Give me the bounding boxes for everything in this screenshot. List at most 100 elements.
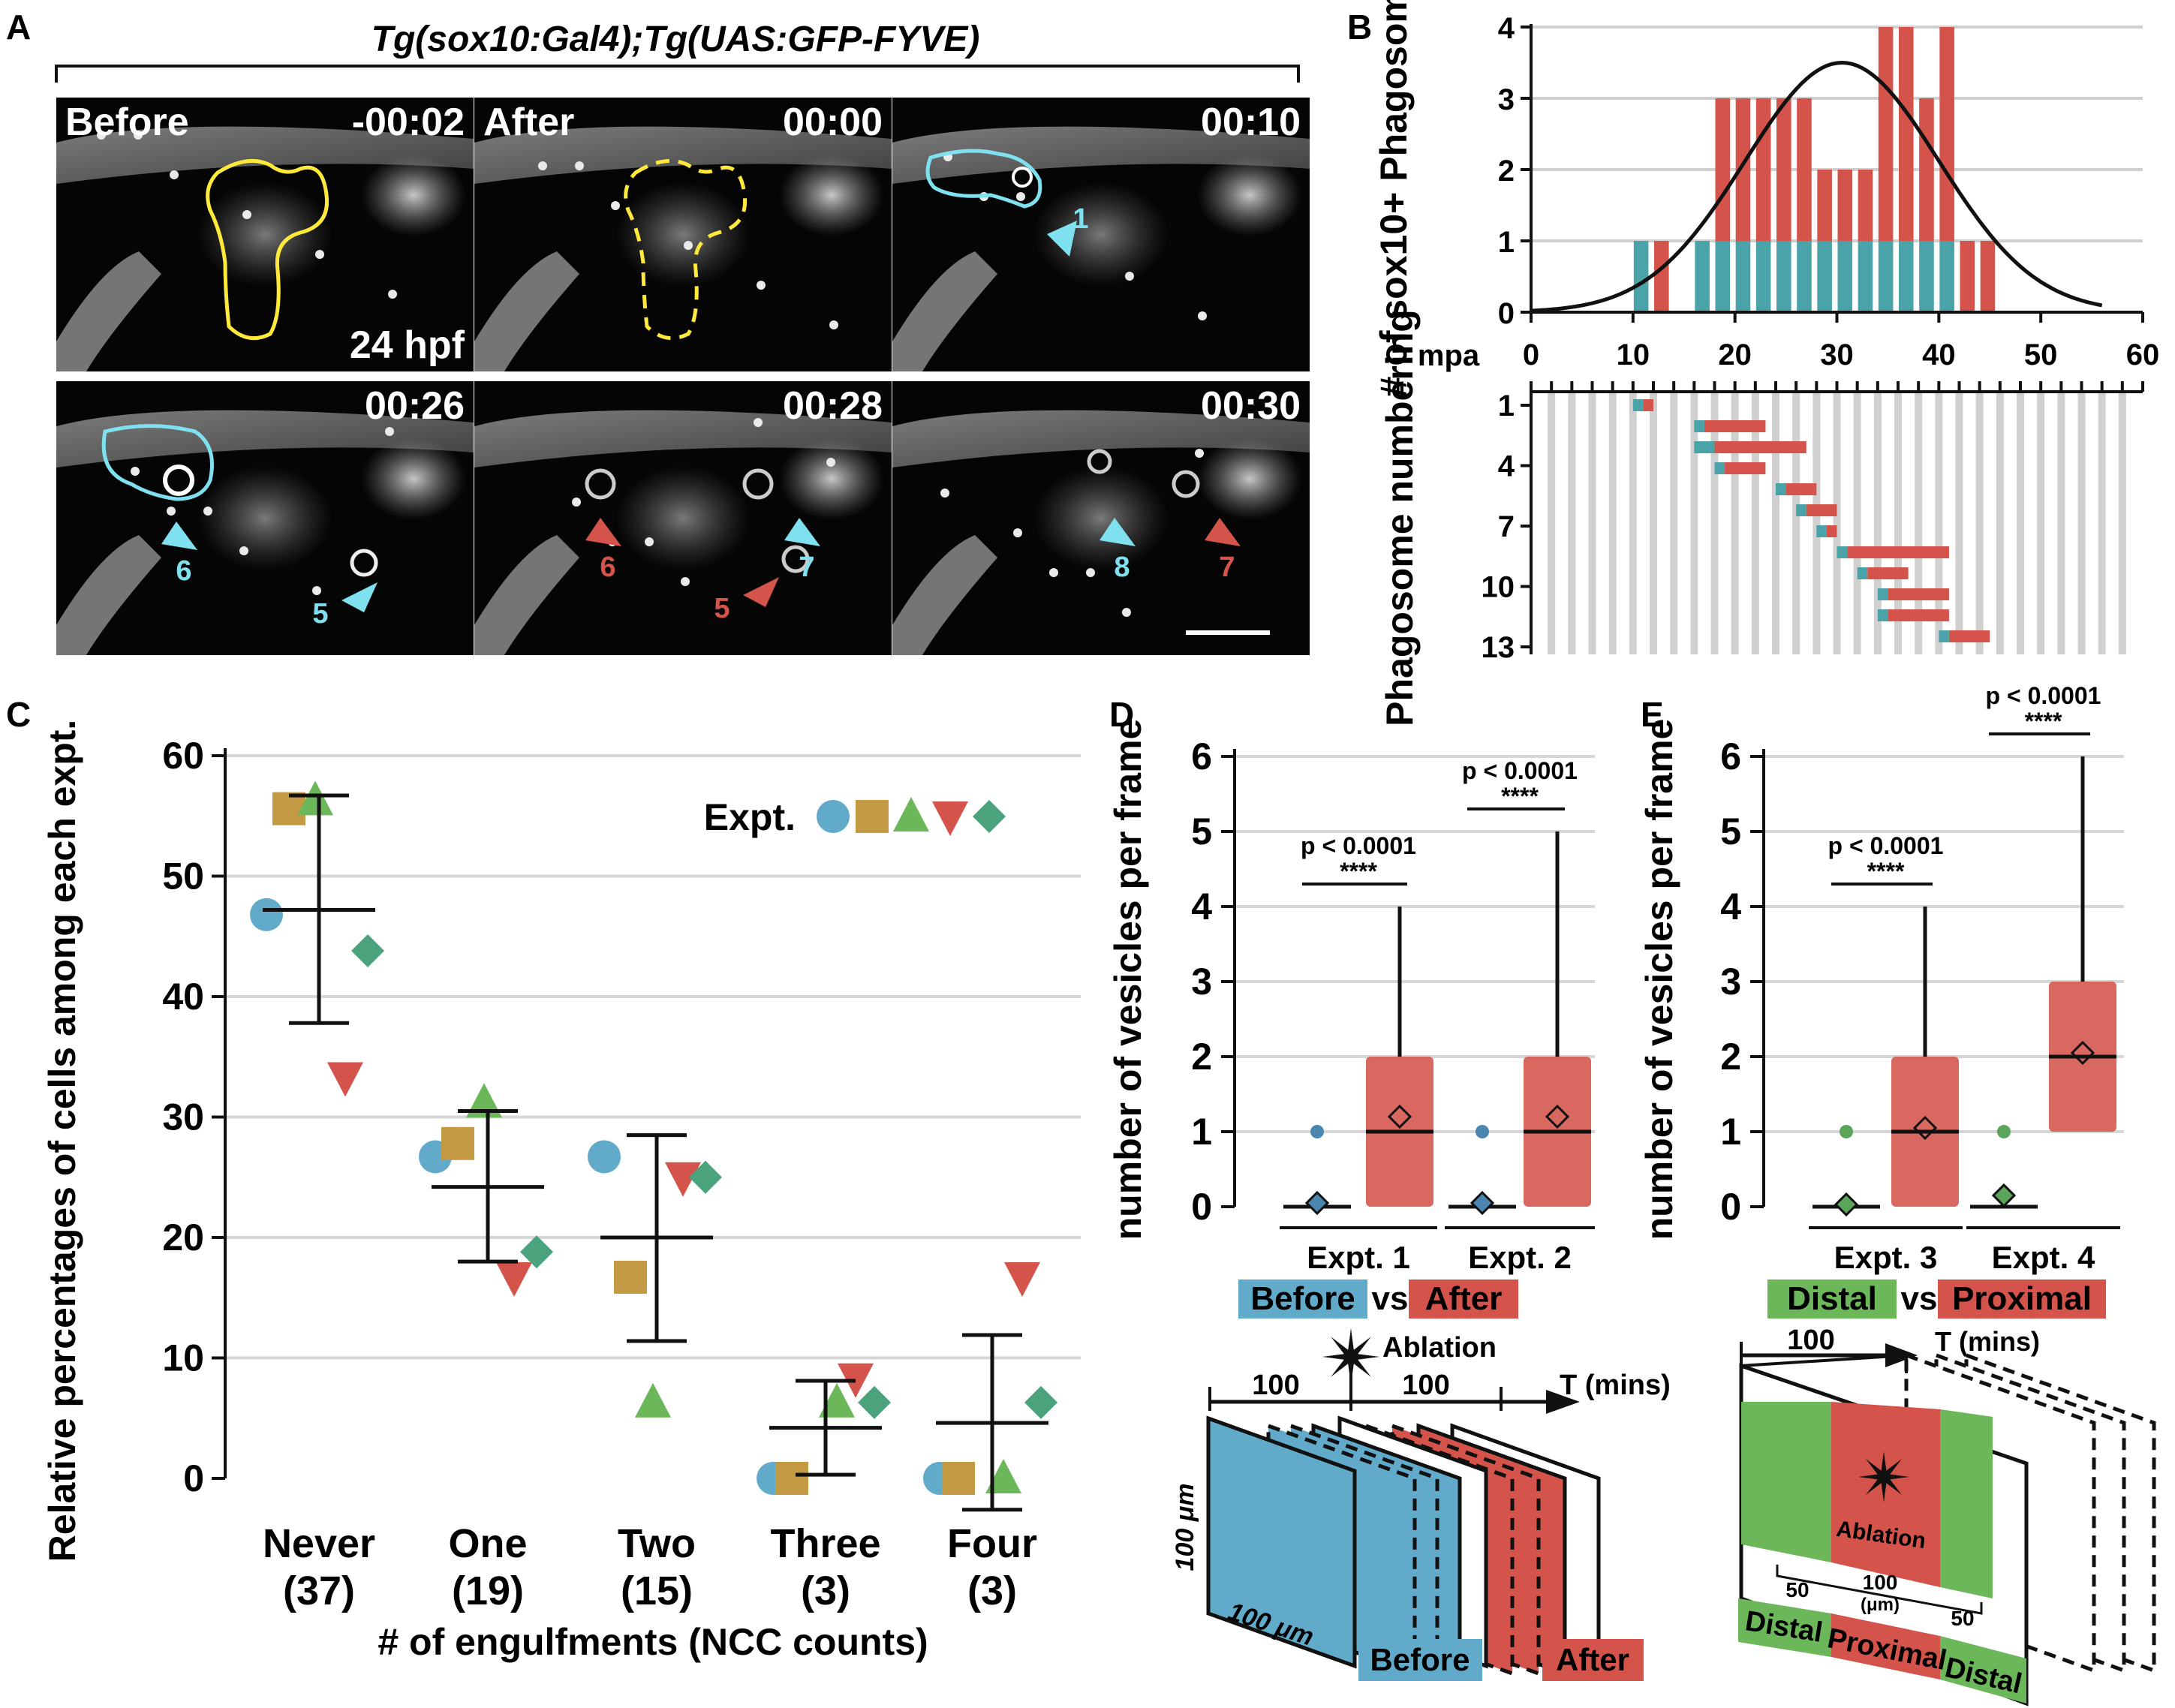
frame-slice-before (1206, 1415, 1357, 1669)
histogram-bar-teal (1837, 241, 1853, 312)
mean-diamond (1545, 1104, 1570, 1129)
timeline-bar-red (1948, 630, 1990, 642)
y-tick-label: 6 (1191, 735, 1212, 777)
legend-vs: vs (1901, 1280, 1938, 1317)
vesicle-dot (611, 201, 620, 210)
histogram-bar-red (1797, 98, 1812, 241)
vesicle-dot (239, 546, 248, 555)
proximal-tag (1831, 1613, 1940, 1679)
marker-diamond (689, 1160, 722, 1194)
p-value: p < 0.0001 (1301, 832, 1416, 859)
y-tick-label: 0 (183, 1457, 204, 1499)
b-top-ylabel: # of sox10+ Phagosomes (1373, 0, 1415, 397)
mean-diamond (1304, 1190, 1330, 1216)
vesicle-dot (684, 241, 693, 250)
histogram-bar-red (1858, 170, 1873, 241)
marker-triangle-down (496, 1261, 532, 1297)
histogram-bar-teal (1878, 241, 1894, 312)
arrowhead-marker (161, 522, 197, 550)
timeline-bar-teal (1694, 441, 1715, 453)
frame-timestamp: -00:02 (352, 101, 465, 144)
y-tick-label: 4 (1498, 12, 1515, 45)
vesicle-dot (572, 498, 581, 507)
y-tick-label: 2 (1191, 1036, 1212, 1078)
marker-diamond (973, 800, 1006, 833)
segment-label: 100 (1787, 1325, 1834, 1356)
histogram-bar-teal (1695, 241, 1710, 312)
cell-process (892, 251, 997, 371)
significance-stars: **** (1340, 858, 1377, 885)
marker-triangle-up (819, 1382, 855, 1418)
cell-body (361, 154, 466, 236)
ablation-star (1858, 1451, 1909, 1502)
e-ylabel: number of vesicles per frame (1638, 719, 1680, 1240)
before-tag (1358, 1639, 1482, 1681)
vesicle-dot (388, 290, 397, 299)
marker-number: 5 (714, 593, 730, 624)
vesicle-dot (170, 170, 179, 179)
marker-triangle-up (985, 1459, 1021, 1493)
frame-edge (1740, 1353, 1908, 1373)
histogram-bar-red (1776, 98, 1791, 241)
b-xlabel-mpa: mpa (1418, 339, 1480, 372)
x-tick-label: 50 (2024, 338, 2058, 371)
category-count: (19) (452, 1568, 524, 1613)
panel-d: D number of vesicles per frame 0 1 2 3 4 5 6 **… (1107, 695, 1671, 1681)
timeline-bar-red (1704, 420, 1766, 432)
arrowhead-marker (784, 518, 820, 546)
phagosome-ring (742, 468, 774, 500)
micrograph-frame: 00:10 1 (892, 98, 1310, 371)
outlier-point (1476, 1125, 1489, 1138)
outlier-point (1310, 1125, 1324, 1138)
y-tick-label: 6 (1720, 735, 1741, 777)
micrograph-frame: After 00:00 (474, 98, 892, 371)
y-tick-label: 4 (1720, 886, 1741, 928)
scale-label: 50 (1785, 1578, 1809, 1601)
frame-label: Before (65, 101, 189, 144)
p-value: p < 0.0001 (1986, 682, 2101, 709)
timeline-bar-teal (1857, 567, 1868, 579)
frame-timestamp: 00:28 (783, 384, 883, 428)
category-label: Three (770, 1521, 880, 1566)
category-count: (15) (621, 1568, 693, 1613)
micrograph-frame: 00:28 6 7 5 (474, 381, 892, 655)
y-tick-label: 20 (162, 1216, 204, 1258)
y-tick-label: 3 (1720, 961, 1741, 1003)
arrowhead-marker (341, 582, 378, 612)
legend-vs: vs (1372, 1280, 1409, 1317)
marker-number: 6 (600, 552, 615, 583)
histogram-bar-red (1960, 241, 1975, 312)
marker-number: 8 (1114, 552, 1130, 583)
significance-stars: **** (1867, 858, 1905, 885)
timeline-y-tick-label: 1 (1498, 389, 1515, 422)
category-label: One (448, 1521, 527, 1566)
timeline-bar-teal (1877, 609, 1888, 621)
phagosome-ring (163, 465, 194, 496)
d-ylabel-text: number of vesicles per frame (1107, 719, 1149, 1240)
y-tick-label: 0 (1720, 1186, 1741, 1228)
y-tick-label: 5 (1191, 810, 1212, 852)
y-tick-label: 2 (1720, 1036, 1741, 1078)
vesicle-dot (754, 418, 763, 427)
marker-triangle-down (1004, 1261, 1040, 1297)
group-label: Expt. 2 (1468, 1240, 1572, 1275)
distal-tag (1738, 1598, 1831, 1657)
tissue-band (56, 126, 474, 184)
marker-circle (250, 898, 283, 931)
gaussian-fit-curve (1530, 60, 2103, 313)
mean-diamond (1991, 1183, 2017, 1208)
marker-diamond (1024, 1385, 1057, 1419)
y-tick-label: 10 (162, 1337, 204, 1379)
timeline-bar-teal (1796, 504, 1806, 516)
distal-zone (1741, 1402, 1831, 1562)
after-tag-label: After (1556, 1642, 1629, 1677)
cell-body (1197, 438, 1302, 520)
cell-body (197, 182, 332, 287)
timeline-bar-red (1725, 462, 1766, 474)
timeline-bar-teal (1837, 546, 1848, 558)
histogram-bar-teal (1899, 241, 1914, 312)
category-label: Never (263, 1521, 375, 1566)
